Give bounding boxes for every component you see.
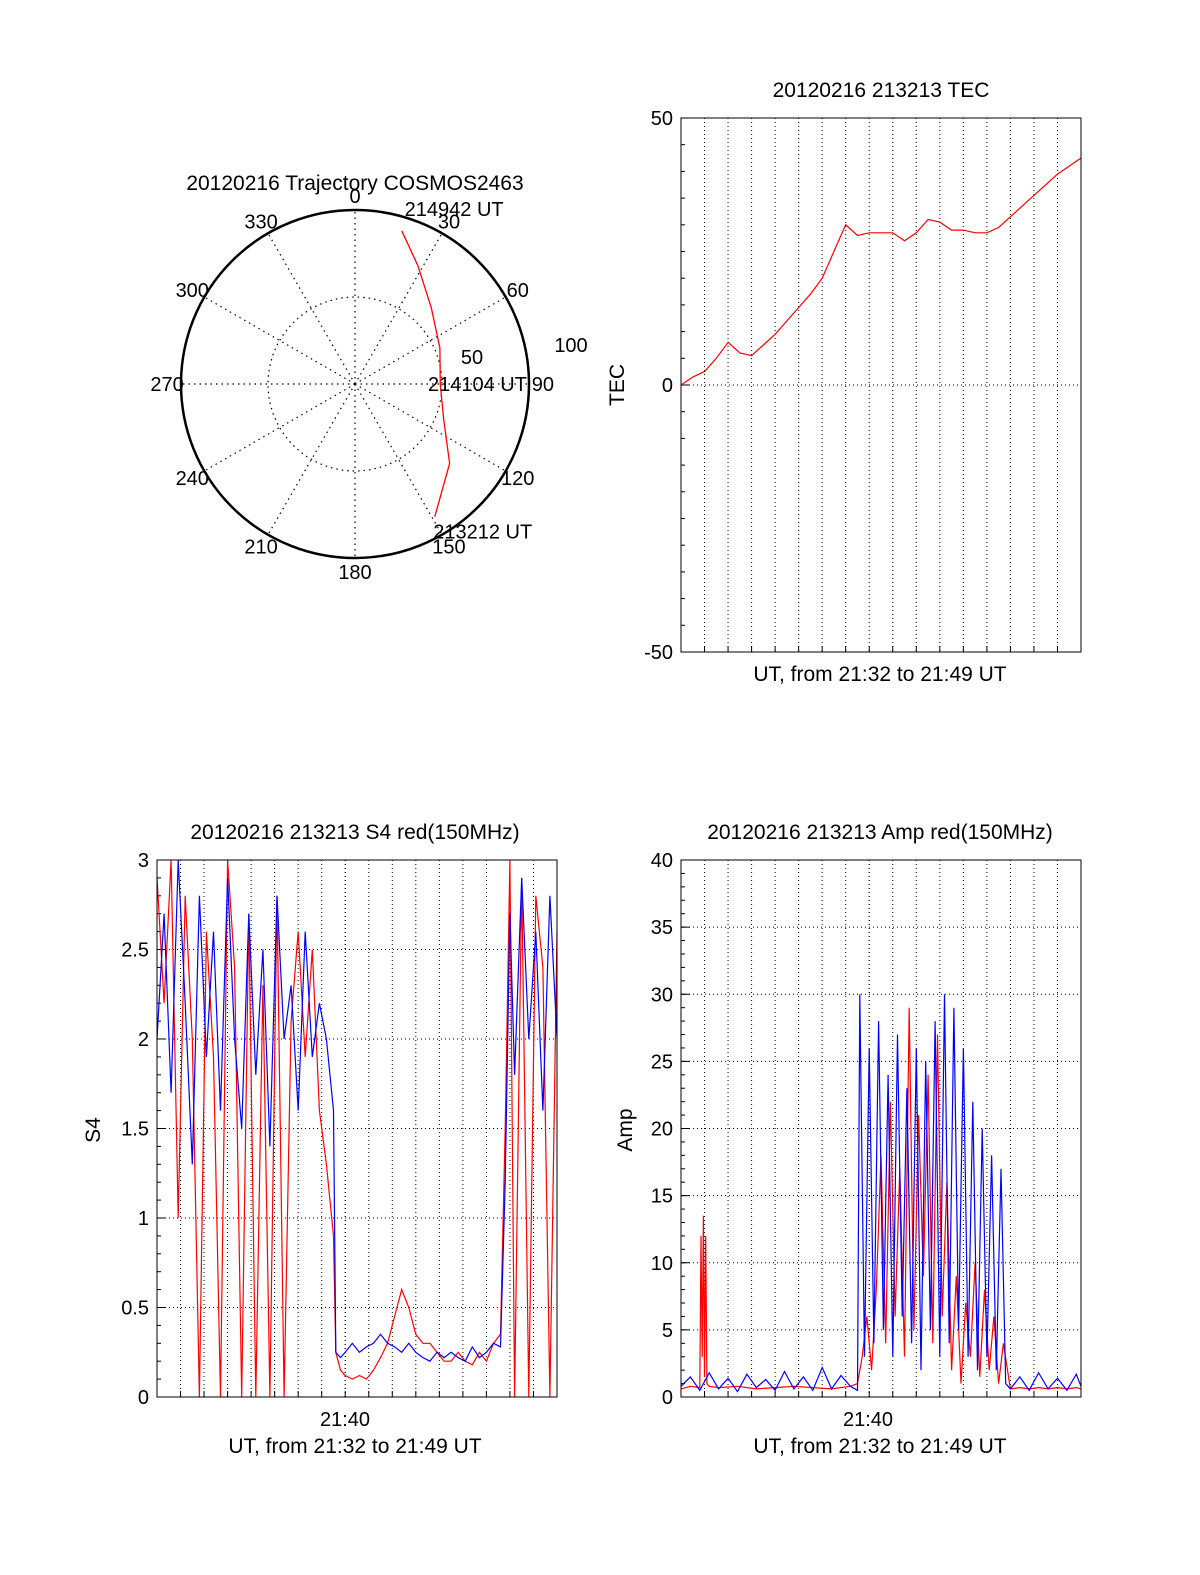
tec-grid [681,117,1081,653]
polar-angle-label: 270 [150,374,183,396]
polar-annotations: 214942 UT 214104 UT 213212 UT [405,199,532,544]
s4-frame [156,859,558,1398]
polar-outer-circle [179,208,531,560]
s4-grid [157,859,557,1398]
amp-y-tick-label: 40 [651,850,673,872]
polar-title: 20120216 Trajectory COSMOS2463 [186,172,523,195]
polar-time-annotation: 213212 UT [433,522,532,544]
tec-xlabel: UT, from 21:32 to 21:49 UT [753,663,1006,686]
s4-x-tick-label: 21:40 [320,1409,370,1431]
amp-y-tick-label: 5 [662,1320,673,1342]
polar-angle-label: 300 [176,280,209,302]
polar-angle-label: 60 [507,280,529,302]
polar-angle-label: 30 [438,211,460,233]
s4-series-line-1 [156,859,558,1363]
polar-spoke [267,233,356,385]
tec-y-tick-label: 0 [662,375,673,397]
polar-spoke [354,383,506,472]
tec-series [680,157,1082,386]
amp-title: 20120216 213213 Amp red(150MHz) [707,821,1053,844]
s4-y-tick-label: 3 [138,850,149,872]
tec-series-line-0 [680,157,1082,386]
polar-angle-label: 180 [338,562,371,584]
amp-y-tick-label: 35 [651,917,673,939]
polar-angle-label: 210 [244,537,277,559]
s4-y-tick-label: 2 [138,1029,149,1051]
amp-y-tick-label: 20 [651,1119,673,1141]
polar-time-annotation: 214104 UT [428,374,527,396]
tec-y-tick-label: 50 [651,108,673,130]
polar-radial-label: 50 [461,347,483,369]
polar-angle-label: 150 [432,537,465,559]
amp-y-tick-label: 10 [651,1253,673,1275]
polar-spoke [354,296,506,385]
polar-angle-label: 240 [176,468,209,490]
amp-y-tick-label: 0 [662,1387,673,1409]
s4-y-ticks: 0 0.5 1 1.5 2 2.5 3 [121,850,149,1409]
polar-angle-labels: 0 30 60 90 120 150 180 210 240 270 300 330 [150,186,554,584]
polar-spoke [204,383,356,472]
polar-angle-label: 90 [532,374,554,396]
amp-series-line-1 [680,994,1082,1393]
polar-radial-labels: 50 100 [461,335,588,369]
tec-frame [680,117,1082,653]
s4-y-tick-label: 0 [138,1387,149,1409]
amp-xlabel: UT, from 21:32 to 21:49 UT [753,1435,1006,1458]
polar-trajectory-line [401,230,451,517]
s4-y-tick-label: 0.5 [121,1298,149,1320]
polar-grid [179,208,531,560]
polar-time-annotation: 214942 UT [405,199,504,221]
polar-spoke [267,383,356,535]
amp-series [680,994,1082,1393]
s4-series [156,859,558,1398]
polar-angle-label: 0 [349,186,360,208]
amp-y-tick-label: 30 [651,984,673,1006]
polar-angle-label: 330 [244,211,277,233]
polar-trajectory [401,230,451,517]
s4-y-tick-label: 1.5 [121,1119,149,1141]
polar-spoke [204,296,356,385]
tec-y-tick-label: -50 [644,642,673,664]
s4-ylabel: S4 [82,1117,105,1143]
amp-series-line-0 [680,1007,1082,1390]
tec-ylabel: TEC [606,364,629,406]
amp-x-tick-label: 21:40 [843,1409,893,1431]
s4-y-tick-label: 2.5 [121,940,149,962]
amp-y-tick-label: 15 [651,1186,673,1208]
polar-inner-circle [267,296,443,472]
amp-ylabel: Amp [614,1108,637,1151]
polar-angle-label: 120 [501,468,534,490]
amp-frame [680,859,1082,1398]
polar-spoke [354,383,443,535]
polar-spoke [354,233,443,385]
amp-chart: 20120216 213213 Amp red(150MHz) 0 5 10 15 20… [614,821,1082,1458]
tec-chart: 20120216 213213 TEC 50 0 -50 TEC UT, from … [606,79,1082,686]
s4-chart: 20120216 213213 S4 red(150MHz) 0 0.5 1 1.5 2… [82,821,558,1458]
s4-xlabel: UT, from 21:32 to 21:49 UT [228,1435,481,1458]
s4-series-line-0 [156,859,558,1398]
polar-radial-label: 100 [554,335,587,357]
amp-grid [681,859,1081,1398]
s4-title: 20120216 213213 S4 red(150MHz) [190,821,519,844]
s4-y-tick-label: 1 [138,1208,149,1230]
amp-y-tick-label: 25 [651,1051,673,1073]
tec-y-ticks: 50 0 -50 [644,108,673,664]
tec-title: 20120216 213213 TEC [773,79,990,102]
amp-y-ticks: 0 5 10 15 20 25 30 35 40 [651,850,673,1409]
trajectory-polar-chart: 20120216 Trajectory COSMOS2463 0 30 60 90 12… [150,172,587,584]
